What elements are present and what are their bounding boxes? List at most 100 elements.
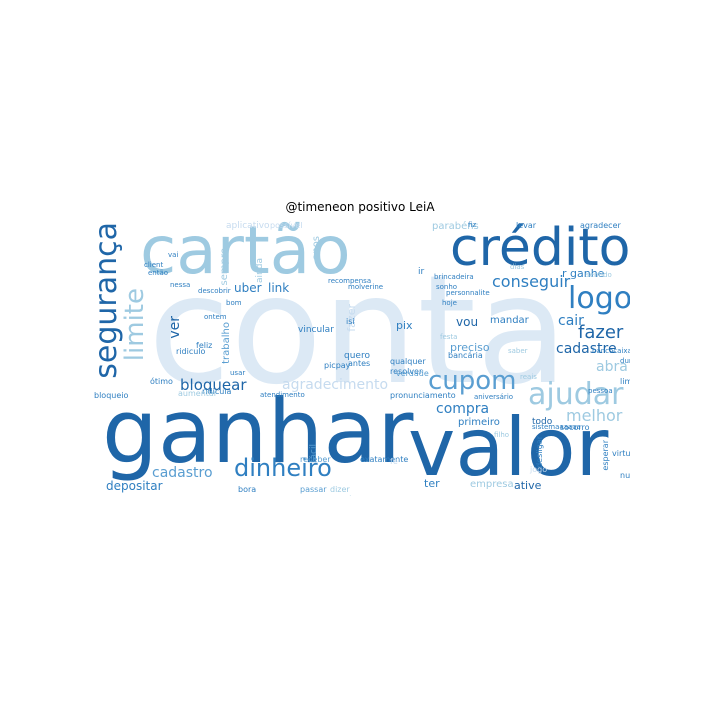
word-cloud-word: r ganhe xyxy=(562,267,605,280)
word-cloud-word: verdade xyxy=(396,369,429,378)
word-cloud-word: ter xyxy=(424,477,440,490)
word-cloud-word: bancocaixa xyxy=(592,347,630,355)
word-cloud-word: parabéns xyxy=(432,221,479,232)
word-cloud-word: aniversário xyxy=(474,393,514,401)
word-cloud-word: resolver xyxy=(390,367,423,376)
word-cloud-word: abra xyxy=(596,359,628,375)
word-cloud-word: pix xyxy=(396,319,413,332)
word-cloud-word: ontem xyxy=(204,313,227,321)
word-cloud-word: dias xyxy=(510,263,525,271)
word-cloud-word: pessoa xyxy=(588,387,613,395)
word-cloud-word: cadastro xyxy=(152,465,213,481)
word-cloud-word: filho xyxy=(494,431,510,439)
word-cloud-word: uber xyxy=(234,281,262,295)
word-cloud-word: trabalho xyxy=(221,322,232,364)
word-cloud-word: ir xyxy=(418,267,425,277)
word-cloud-word: esperar xyxy=(601,440,610,471)
word-cloud-word: molverine xyxy=(348,283,384,291)
word-cloud-word: client xyxy=(144,261,164,269)
word-cloud-word: todo xyxy=(532,417,553,427)
word-cloud-word: ative xyxy=(514,479,542,492)
word-cloud-word: mandar xyxy=(490,315,529,326)
word-cloud-word: agradecimento xyxy=(282,377,389,393)
word-cloud-word: ajudar xyxy=(528,377,624,412)
word-cloud-word: fiz xyxy=(468,221,477,229)
word-cloud-word: crédito xyxy=(450,218,630,278)
word-cloud-word: sempre xyxy=(219,248,230,286)
word-cloud-word: ainda xyxy=(255,258,265,283)
word-cloud-word: desligar xyxy=(535,436,544,468)
word-cloud-word: possível xyxy=(270,221,303,230)
word-cloud-word: dinheiro xyxy=(234,454,332,482)
word-cloud-word: jogo xyxy=(530,465,548,474)
word-cloud-word: nunca xyxy=(620,471,630,480)
word-cloud-word: qualquer xyxy=(390,357,426,366)
word-cloud: conta ganhar valor cartão crédito segurança lo… xyxy=(90,218,630,496)
word-cloud-word: então xyxy=(148,269,169,277)
word-cloud-word: saber xyxy=(508,347,528,355)
word-cloud-word: sentido xyxy=(586,271,612,279)
word-cloud-word: durar xyxy=(620,357,630,365)
word-cloud-word: pronunciamento xyxy=(390,391,456,400)
word-cloud-word: conseguir xyxy=(492,272,571,291)
word-cloud-word: feliz xyxy=(196,341,213,350)
word-cloud-word: segurança xyxy=(90,222,124,379)
word-cloud-word: bom xyxy=(226,299,242,307)
word-cloud-word: personnalite xyxy=(446,289,490,297)
word-cloud-word: fazer xyxy=(578,322,624,343)
word-cloud-word: agradecer xyxy=(580,221,621,230)
word-cloud-word: reais xyxy=(520,373,537,381)
word-cloud-word: ótimo xyxy=(150,377,173,386)
word-cloud-word: limite xyxy=(120,288,150,362)
word-cloud-word: picpay xyxy=(324,361,351,370)
word-cloud-word: dizer xyxy=(330,485,350,494)
word-cloud-word: vou xyxy=(456,315,479,329)
word-cloud-word: aumentar xyxy=(178,389,218,398)
word-cloud-word: quero xyxy=(344,351,370,361)
word-cloud-word: atendimento xyxy=(260,391,305,399)
word-cloud-word: primeiro xyxy=(458,417,500,428)
word-cloud-word: antes xyxy=(348,359,371,368)
word-cloud-word: hoje xyxy=(442,299,457,307)
word-cloud-word: brincadeira xyxy=(434,273,474,281)
word-cloud-word: link xyxy=(268,281,290,295)
word-cloud-word: ridiculo xyxy=(176,347,206,356)
word-cloud-word: cair xyxy=(558,313,584,329)
word-cloud-word: ganhar xyxy=(102,380,414,483)
word-cloud-word: bora xyxy=(238,485,257,494)
word-cloud-word: festa xyxy=(440,333,458,341)
word-cloud-word: preciso xyxy=(450,341,490,354)
word-cloud-word: conta xyxy=(148,244,569,418)
word-cloud-word: isi xyxy=(346,317,355,326)
word-cloud-word: levar xyxy=(516,221,537,230)
word-cloud-word: vincular xyxy=(298,325,334,335)
word-cloud-word: socorro xyxy=(560,423,590,432)
word-cloud-word: bloqueio xyxy=(94,391,129,400)
word-cloud-word: bancária xyxy=(448,351,483,360)
word-cloud-word: recompensa xyxy=(328,277,372,285)
word-cloud-word: aplicativo xyxy=(226,221,270,231)
word-cloud-word: anos xyxy=(311,236,322,260)
word-cloud-word: melhor xyxy=(566,406,623,425)
word-cloud-word: cadastre xyxy=(556,341,617,357)
word-cloud-word: compra xyxy=(436,401,490,417)
word-cloud-word: cartão xyxy=(140,218,351,289)
word-cloud-word: ridicula xyxy=(202,387,232,396)
word-cloud-word: nessa xyxy=(170,281,191,289)
word-cloud-word: sistemaaaaaa xyxy=(532,423,581,431)
word-cloud-word: valor xyxy=(408,401,609,494)
word-cloud-word: vai xyxy=(168,251,179,259)
word-cloud-word: cupom xyxy=(428,366,517,396)
word-cloud-word: exatamente xyxy=(360,455,409,464)
word-cloud-word: sonho xyxy=(436,283,458,291)
word-cloud-word: passar xyxy=(300,485,327,494)
word-cloud-word: depositar xyxy=(106,479,163,493)
word-cloud-word: logo xyxy=(568,281,630,316)
word-cloud-word: fé xyxy=(390,457,398,466)
word-cloud-word: virtual xyxy=(612,449,630,458)
word-cloud-word: bloquear xyxy=(180,376,247,394)
word-cloud-word: empresa xyxy=(470,479,514,490)
word-cloud-word: usar xyxy=(230,369,246,377)
word-cloud-word: limpar xyxy=(620,377,630,386)
word-cloud-word: ver xyxy=(167,316,183,339)
